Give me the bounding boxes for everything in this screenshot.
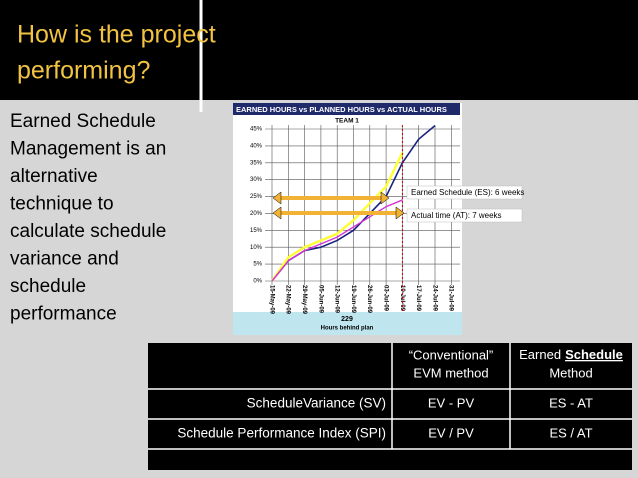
x-tick-label: 12-Jun-09 <box>334 285 340 314</box>
x-tick-label: 31-Jul-09 <box>448 285 454 312</box>
x-tick-label: 26-Jun-09 <box>366 285 372 314</box>
row-label: Schedule Performance Index (SPI) <box>177 426 386 441</box>
annotation-box <box>406 208 523 223</box>
annotation: Actual time (AT): 7 weeks <box>411 211 502 220</box>
slide-title: How is the project <box>17 21 216 49</box>
body-text: variance and <box>10 249 119 270</box>
y-tick-label: 20% <box>250 211 263 217</box>
x-tick-label: 05-Jun-09 <box>317 285 323 314</box>
series-line <box>271 199 403 282</box>
y-tick-label: 45% <box>250 127 263 133</box>
series-line <box>271 152 404 282</box>
y-tick-label: 5% <box>253 262 262 268</box>
column-header: EVM method <box>413 365 488 380</box>
slide-title: performing? <box>17 57 150 85</box>
body-text: schedule <box>10 276 86 297</box>
chart-subtitle: TEAM 1 <box>335 118 359 125</box>
chart-footer-band <box>233 312 462 335</box>
arrow-head <box>395 206 405 220</box>
body-text: alternative <box>10 166 98 187</box>
column-header: Method <box>549 365 592 380</box>
header-word: Earned <box>519 347 561 362</box>
arrow-head <box>272 191 282 205</box>
y-tick-label: 40% <box>250 143 263 149</box>
x-tick-label: 15-May-09 <box>268 285 274 315</box>
table-cell: ES / AT <box>549 425 592 440</box>
body-text: technique to <box>10 194 114 215</box>
body-text: performance <box>10 304 117 325</box>
chart-title-bar <box>233 103 460 115</box>
annotation: Earned Schedule (ES): 6 weeks <box>411 188 524 197</box>
table-cell: EV / PV <box>428 425 474 440</box>
column-header: “Conventional” <box>409 347 494 362</box>
table-cell: EV - PV <box>428 395 475 410</box>
column-header: Earned Schedule <box>519 347 623 362</box>
arrow-head <box>272 206 282 220</box>
annotation-box <box>406 185 523 200</box>
x-tick-label: 22-May-09 <box>285 285 291 315</box>
table-cell: ES - AT <box>549 395 593 410</box>
footer-value: 229 <box>341 316 353 323</box>
y-tick-label: 35% <box>250 160 263 166</box>
emphasis: Schedule <box>565 347 623 362</box>
y-tick-label: 30% <box>250 177 263 183</box>
x-tick-label: 29-May-09 <box>301 285 307 315</box>
x-tick-label: 17-Jul-09 <box>415 285 421 312</box>
x-tick-label: 03-Jul-09 <box>383 285 389 312</box>
x-tick-label: 19-Jun-09 <box>350 285 356 314</box>
y-tick-label: 10% <box>250 245 263 251</box>
x-tick-label: 24-Jul-09 <box>431 285 437 312</box>
body-text: Management is an <box>10 139 166 160</box>
header-band <box>0 0 638 100</box>
body-text: calculate schedule <box>10 221 166 242</box>
y-tick-label: 15% <box>250 228 263 234</box>
x-tick-label: 10-Jul-09 <box>399 285 405 312</box>
arrow-head <box>380 191 390 205</box>
row-label: ScheduleVariance (SV) <box>247 396 386 411</box>
footer-label: Hours behind plan <box>321 326 374 332</box>
y-tick-label: 25% <box>250 194 263 200</box>
y-tick-label: 0% <box>253 279 262 285</box>
chart-title: EARNED HOURS vs PLANNED HOURS vs ACTUAL … <box>236 105 447 114</box>
body-text: Earned Schedule <box>10 111 156 132</box>
